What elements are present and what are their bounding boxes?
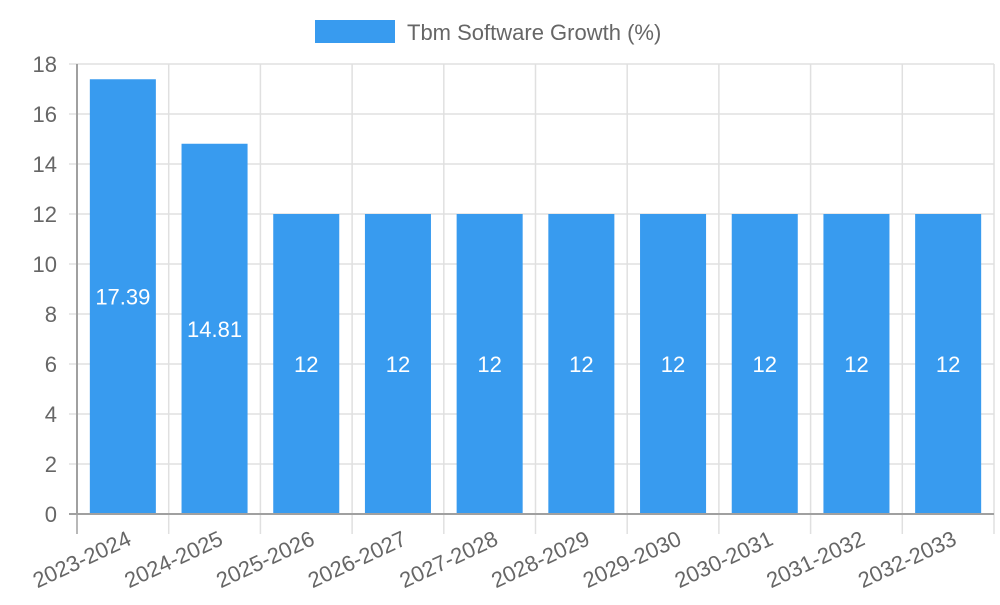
- bar-value-label: 12: [844, 352, 868, 377]
- y-tick-label: 16: [33, 102, 57, 127]
- y-tick-label: 8: [45, 302, 57, 327]
- x-tick-label: 2027-2028: [396, 526, 502, 593]
- x-tick-label: 2028-2029: [487, 526, 593, 593]
- legend-swatch: [315, 20, 395, 43]
- x-tick-label: 2030-2031: [671, 526, 777, 593]
- bar-value-label: 14.81: [187, 317, 242, 342]
- x-tick-label: 2032-2033: [854, 526, 960, 593]
- y-tick-label: 14: [33, 152, 57, 177]
- bar-value-label: 12: [936, 352, 960, 377]
- bar[interactable]: [181, 143, 248, 514]
- bar-value-label: 17.39: [95, 285, 150, 310]
- bar-value-label: 12: [661, 352, 685, 377]
- y-tick-label: 18: [33, 52, 57, 77]
- bar[interactable]: [731, 214, 798, 514]
- y-tick-label: 12: [33, 202, 57, 227]
- y-axis-tick-labels: 0 2 4 6 8 10 12 14 16 18: [33, 52, 57, 527]
- x-tick-label: 2024-2025: [121, 526, 227, 593]
- y-tick-label: 10: [33, 252, 57, 277]
- bar-value-label: 12: [753, 352, 777, 377]
- x-tick-label: 2029-2030: [579, 526, 685, 593]
- value-labels: 17.39 14.81 12 12 12 12 12 12 12 12: [95, 285, 960, 377]
- x-tick-label: 2031-2032: [762, 526, 868, 593]
- bar-value-label: 12: [477, 352, 501, 377]
- bar[interactable]: [456, 214, 523, 514]
- axes: [69, 64, 994, 515]
- y-tick-label: 6: [45, 352, 57, 377]
- legend-label: Tbm Software Growth (%): [407, 20, 661, 45]
- bar-value-label: 12: [569, 352, 593, 377]
- y-tick-label: 4: [45, 402, 57, 427]
- x-tick-label: 2026-2027: [304, 526, 410, 593]
- bars: [89, 79, 982, 514]
- bar-value-label: 12: [386, 352, 410, 377]
- bar[interactable]: [273, 214, 340, 514]
- bar[interactable]: [364, 214, 431, 514]
- bar[interactable]: [548, 214, 615, 514]
- x-tick-label: 2025-2026: [212, 526, 318, 593]
- bar[interactable]: [89, 79, 156, 514]
- y-tick-label: 2: [45, 452, 57, 477]
- bar-value-label: 12: [294, 352, 318, 377]
- y-tick-label: 0: [45, 502, 57, 527]
- bar[interactable]: [915, 214, 982, 514]
- bar[interactable]: [640, 214, 707, 514]
- x-axis-tick-labels: 2023-20242024-20252025-20262026-20272027…: [29, 526, 960, 593]
- x-tick-label: 2023-2024: [29, 526, 135, 593]
- legend[interactable]: Tbm Software Growth (%): [315, 20, 661, 45]
- bar[interactable]: [823, 214, 890, 514]
